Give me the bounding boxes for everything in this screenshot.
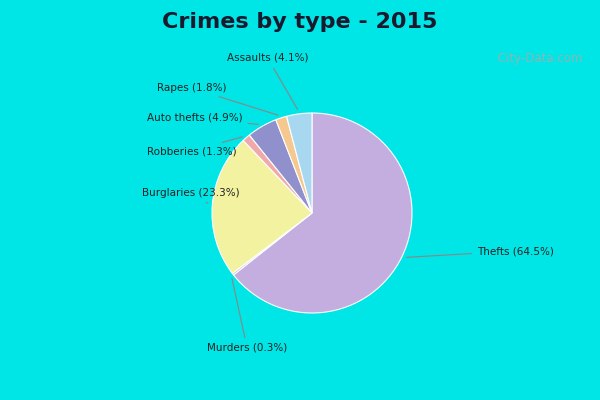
Wedge shape bbox=[250, 120, 312, 213]
Wedge shape bbox=[212, 140, 312, 274]
Wedge shape bbox=[276, 116, 312, 213]
Text: Rapes (1.8%): Rapes (1.8%) bbox=[157, 83, 278, 115]
Text: City-Data.com: City-Data.com bbox=[494, 52, 582, 65]
Text: Thefts (64.5%): Thefts (64.5%) bbox=[407, 246, 554, 257]
Text: Murders (0.3%): Murders (0.3%) bbox=[207, 278, 287, 353]
Text: Crimes by type - 2015: Crimes by type - 2015 bbox=[163, 12, 437, 32]
Text: Auto thefts (4.9%): Auto thefts (4.9%) bbox=[147, 113, 258, 124]
Text: Assaults (4.1%): Assaults (4.1%) bbox=[227, 53, 308, 110]
Text: Burglaries (23.3%): Burglaries (23.3%) bbox=[142, 188, 239, 203]
Wedge shape bbox=[233, 113, 412, 313]
Wedge shape bbox=[232, 213, 312, 275]
Wedge shape bbox=[287, 113, 312, 213]
Wedge shape bbox=[243, 135, 312, 213]
Text: Robberies (1.3%): Robberies (1.3%) bbox=[147, 137, 242, 156]
